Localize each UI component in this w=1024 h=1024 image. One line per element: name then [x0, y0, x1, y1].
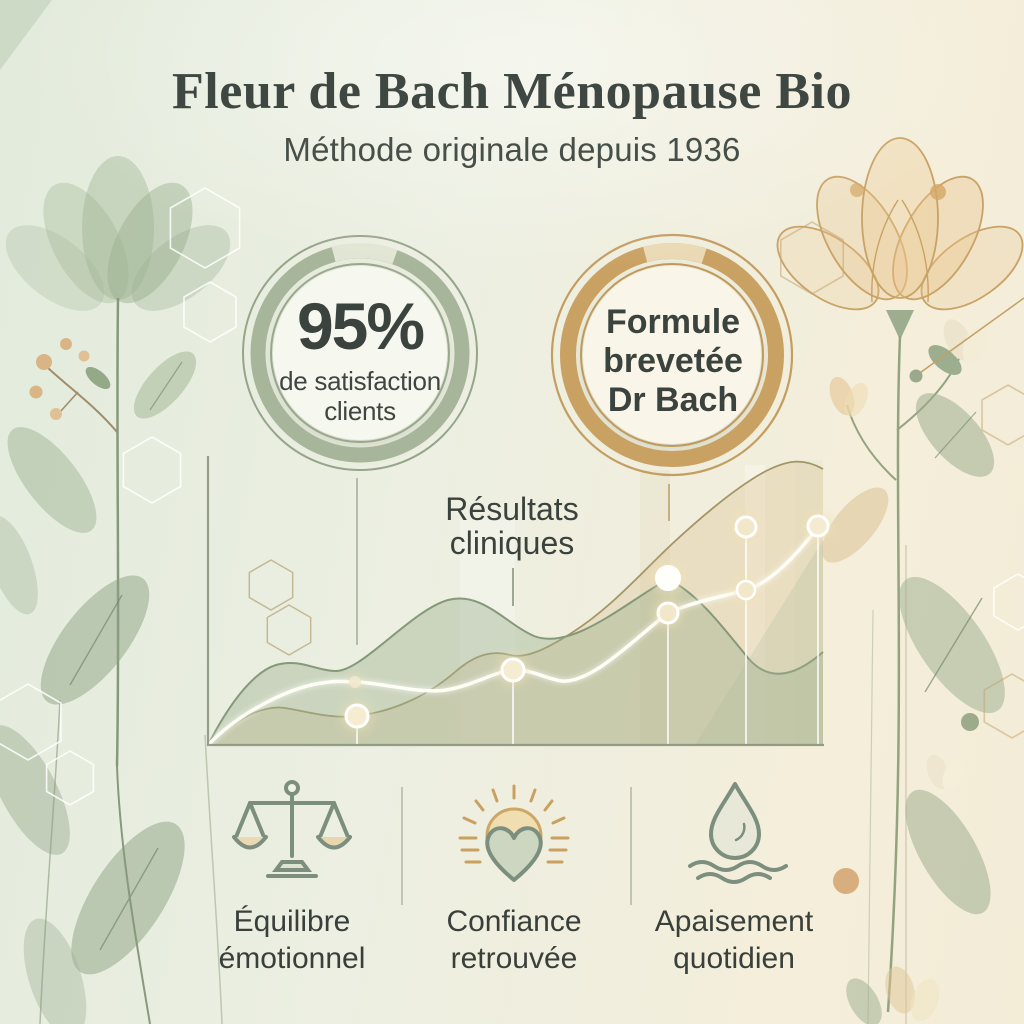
feature-confidence-line-1: Confiance: [446, 905, 582, 938]
white-hexagon: [993, 573, 1024, 631]
chart-label: Résultats cliniques: [445, 492, 578, 560]
chart-label-line-1: Résultats: [445, 491, 579, 527]
formula-ring-badge: [550, 233, 794, 477]
lower-stem-2: [39, 699, 61, 1024]
lotus-flower-peach: [776, 137, 1024, 311]
formula-line-3: Dr Bach: [607, 381, 739, 419]
water-drop-waves-icon: [688, 782, 788, 884]
satisfaction-caption-2: clients: [324, 396, 396, 426]
peach-dot: [850, 183, 864, 197]
outer-thin-ring: [550, 233, 794, 477]
formula-badge-text: Formule brevetée Dr Bach: [563, 303, 783, 420]
right-leaves: [821, 393, 1005, 915]
feature-label-confidence: Confiance retrouvée: [446, 903, 581, 977]
badge-disc: [583, 266, 761, 444]
feature-column-soothing: [676, 780, 794, 895]
tan-curve: [207, 460, 824, 746]
feature-balance-line-2: émotionnel: [218, 942, 366, 975]
tan-area: [208, 461, 823, 745]
feature-confidence-line-2: retrouvée: [450, 942, 578, 975]
feature-balance-line-1: Équilibre: [233, 905, 351, 938]
lower-stem-3: [204, 734, 223, 1024]
feature-divider-2: [630, 787, 632, 905]
page-title: Fleur de Bach Ménopause Bio: [172, 63, 852, 120]
formula-line-1: Formule: [605, 303, 741, 341]
satisfaction-badge-text: 95% de satisfaction clients: [250, 293, 470, 426]
background-stripes: [460, 460, 823, 745]
data-point: [344, 703, 370, 729]
stem-leaf: [133, 351, 197, 419]
flower-stem: [115, 297, 120, 767]
inner-thin-ring: [270, 263, 450, 443]
data-point: [806, 514, 830, 538]
data-point-peak: [655, 565, 681, 591]
bud-branch-right: [896, 319, 988, 431]
formula-line-2: brevetée: [603, 342, 743, 380]
feature-column-balance: [232, 776, 352, 901]
data-points: [344, 514, 830, 729]
chart-label-line-2: cliniques: [449, 525, 575, 561]
outer-thin-ring: [242, 235, 478, 471]
feature-column-confidence: [452, 782, 576, 895]
berry-sprig: [29, 338, 118, 433]
clinical-results-chart: [206, 456, 830, 747]
point-drop-lines: [356, 533, 819, 744]
balance-scale-icon: [232, 780, 352, 878]
feature-soothing-line-1: Apaisement: [654, 905, 814, 938]
green-wedge: [695, 540, 823, 745]
badge-disc: [273, 266, 447, 440]
lower-right-accents: [833, 713, 979, 1024]
left-flora-decoration: [0, 0, 241, 1024]
data-point: [349, 676, 361, 688]
corner-leaf-shape: [0, 0, 52, 70]
satisfaction-caption-1: de satisfaction: [279, 366, 441, 396]
feature-divider-1: [401, 787, 403, 905]
page-subtitle: Méthode originale depuis 1936: [283, 131, 741, 168]
sun-heart-icon: [458, 784, 570, 882]
diagonal-accent: [909, 297, 1024, 383]
gold-ring-gap: [643, 243, 707, 264]
bud-branch-left: [829, 376, 897, 481]
white-hexagon-decorations: [0, 187, 241, 806]
feature-label-soothing: Apaisement quotidien: [655, 903, 813, 977]
progress-ring-gap: [331, 243, 398, 265]
data-point: [500, 657, 526, 683]
peach-dot: [930, 184, 946, 200]
right-stem: [886, 335, 902, 1013]
feature-label-balance: Équilibre émotionnel: [219, 903, 366, 977]
satisfaction-ring-badge: [242, 235, 478, 471]
right-flora-decoration: [776, 137, 1024, 1024]
vertical-accent-line: [867, 609, 874, 1024]
chart-hexagons: [248, 559, 312, 656]
feature-soothing-line-2: quotidien: [673, 942, 795, 975]
gold-hexagon-decorations: [780, 221, 1024, 739]
green-curve: [207, 577, 824, 746]
data-point: [734, 515, 758, 539]
left-leaves: [0, 427, 185, 1024]
lotus-flower-green: [5, 156, 231, 311]
satisfaction-value: 95%: [296, 289, 425, 363]
calyx-shape: [886, 310, 914, 340]
inner-thin-ring: [580, 263, 764, 447]
chart-axes: [206, 456, 824, 747]
data-point: [656, 601, 680, 625]
data-point: [735, 579, 757, 601]
lower-stem: [116, 765, 151, 1024]
